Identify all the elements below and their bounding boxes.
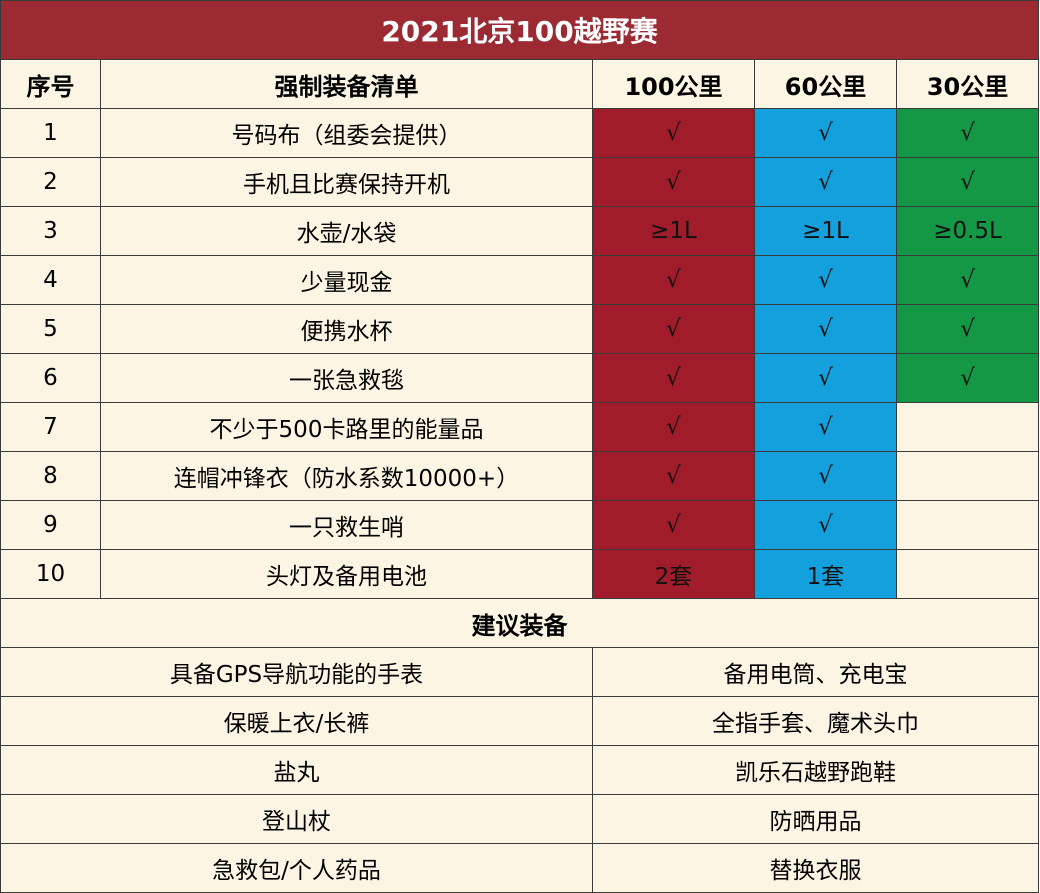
- row-item: 一张急救毯: [100, 353, 593, 403]
- suggested-item-right: 防晒用品: [591, 794, 1040, 844]
- table-title: 2021北京100越野赛: [0, 0, 1040, 60]
- row-item: 连帽冲锋衣（防水系数10000+）: [100, 451, 593, 501]
- row-number: 2: [0, 157, 101, 207]
- mandatory-row: 2 手机且比赛保持开机 √ √ √: [0, 157, 1040, 207]
- row-item: 少量现金: [100, 255, 593, 305]
- row-number: 5: [0, 304, 101, 354]
- cell-60km: √: [754, 157, 897, 207]
- row-number: 9: [0, 500, 101, 550]
- suggested-item-right: 备用电筒、充电宝: [591, 647, 1040, 697]
- cell-30km: [895, 549, 1040, 599]
- cell-30km: √: [895, 353, 1040, 403]
- row-item: 头灯及备用电池: [100, 549, 593, 599]
- suggested-item-left: 盐丸: [0, 745, 593, 795]
- cell-30km: [895, 500, 1040, 550]
- row-number: 8: [0, 451, 101, 501]
- suggested-row: 具备GPS导航功能的手表 备用电筒、充电宝: [0, 647, 1040, 697]
- cell-60km: ≥1L: [754, 206, 897, 256]
- row-item: 一只救生哨: [100, 500, 593, 550]
- cell-100km: √: [592, 108, 755, 158]
- cell-30km: √: [895, 255, 1040, 305]
- mandatory-row: 9 一只救生哨 √ √: [0, 500, 1040, 550]
- row-item: 手机且比赛保持开机: [100, 157, 593, 207]
- cell-100km: √: [592, 255, 755, 305]
- cell-30km: [895, 451, 1040, 501]
- suggested-row: 盐丸 凯乐石越野跑鞋: [0, 745, 1040, 795]
- mandatory-row: 6 一张急救毯 √ √ √: [0, 353, 1040, 403]
- cell-30km: √: [895, 157, 1040, 207]
- mandatory-row: 10 头灯及备用电池 2套 1套: [0, 549, 1040, 599]
- row-number: 4: [0, 255, 101, 305]
- cell-100km: √: [592, 500, 755, 550]
- cell-30km: √: [895, 108, 1040, 158]
- cell-100km: √: [592, 304, 755, 354]
- header-30km: 30公里: [895, 59, 1040, 109]
- suggested-row: 保暖上衣/长裤 全指手套、魔术头巾: [0, 696, 1040, 746]
- mandatory-row: 5 便携水杯 √ √ √: [0, 304, 1040, 354]
- cell-60km: 1套: [754, 549, 897, 599]
- suggested-item-left: 登山杖: [0, 794, 593, 844]
- mandatory-row: 8 连帽冲锋衣（防水系数10000+） √ √: [0, 451, 1040, 501]
- suggested-item-left: 具备GPS导航功能的手表: [0, 647, 593, 697]
- cell-30km: [895, 402, 1040, 452]
- cell-100km: 2套: [592, 549, 755, 599]
- suggested-row: 登山杖 防晒用品: [0, 794, 1040, 844]
- cell-30km: ≥0.5L: [895, 206, 1040, 256]
- row-item: 水壶/水袋: [100, 206, 593, 256]
- cell-60km: √: [754, 500, 897, 550]
- row-number: 6: [0, 353, 101, 403]
- row-item: 不少于500卡路里的能量品: [100, 402, 593, 452]
- suggested-item-right: 凯乐石越野跑鞋: [591, 745, 1040, 795]
- suggested-item-right: 替换衣服: [591, 843, 1040, 893]
- suggested-row: 急救包/个人药品 替换衣服: [0, 843, 1040, 893]
- suggested-item-right: 全指手套、魔术头巾: [591, 696, 1040, 746]
- cell-100km: √: [592, 157, 755, 207]
- row-item: 号码布（组委会提供）: [100, 108, 593, 158]
- mandatory-row: 1 号码布（组委会提供） √ √ √: [0, 108, 1040, 158]
- suggested-item-left: 急救包/个人药品: [0, 843, 593, 893]
- cell-100km: √: [592, 402, 755, 452]
- row-number: 3: [0, 206, 101, 256]
- cell-60km: √: [754, 402, 897, 452]
- row-number: 1: [0, 108, 101, 158]
- row-item: 便携水杯: [100, 304, 593, 354]
- cell-100km: ≥1L: [592, 206, 755, 256]
- mandatory-row: 4 少量现金 √ √ √: [0, 255, 1040, 305]
- row-number: 7: [0, 402, 101, 452]
- row-number: 10: [0, 549, 101, 599]
- cell-100km: √: [592, 451, 755, 501]
- mandatory-row: 7 不少于500卡路里的能量品 √ √: [0, 402, 1040, 452]
- header-100km: 100公里: [592, 59, 755, 109]
- cell-60km: √: [754, 353, 897, 403]
- cell-30km: √: [895, 304, 1040, 354]
- suggested-section-title: 建议装备: [0, 598, 1040, 648]
- mandatory-row: 3 水壶/水袋 ≥1L ≥1L ≥0.5L: [0, 206, 1040, 256]
- header-row: 序号 强制装备清单 100公里 60公里 30公里: [0, 59, 1040, 109]
- header-no: 序号: [0, 59, 101, 109]
- cell-60km: √: [754, 108, 897, 158]
- cell-60km: √: [754, 304, 897, 354]
- suggested-item-left: 保暖上衣/长裤: [0, 696, 593, 746]
- header-60km: 60公里: [754, 59, 897, 109]
- cell-100km: √: [592, 353, 755, 403]
- cell-60km: √: [754, 451, 897, 501]
- header-item: 强制装备清单: [100, 59, 593, 109]
- cell-60km: √: [754, 255, 897, 305]
